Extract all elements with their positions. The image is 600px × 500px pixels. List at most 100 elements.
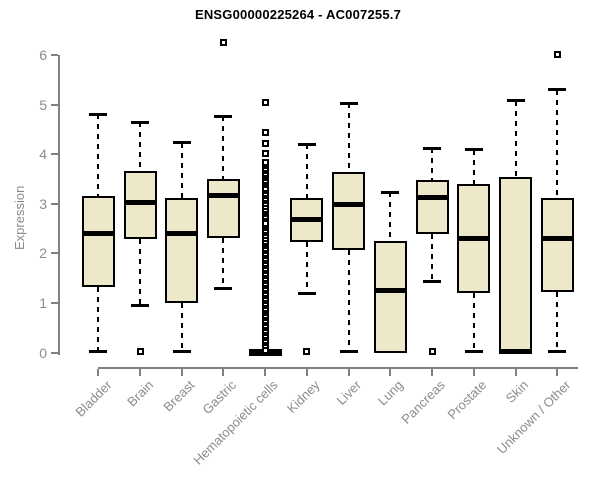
liver-upper-whisker-cap [339,101,358,105]
gastric-box [206,179,240,239]
bladder-upper-whisker-cap [89,112,108,116]
x-tick-label-unknown-other: Unknown / Other [493,377,574,457]
gastric-lower-whisker [222,238,225,289]
liver-median-line [332,202,366,208]
pancreas-median-line [415,194,449,200]
chart-title: ENSG00000225264 - AC007255.7 [194,7,402,22]
skin-box [499,177,532,353]
hematopoietic-cells-outlier-marker [261,139,269,147]
prostate-upper-whisker [472,149,475,184]
lung-upper-whisker [389,192,392,242]
pancreas-box [415,180,449,235]
y-tick-label: 2 [39,245,47,262]
y-axis-line [58,54,60,355]
y-tick-label: 3 [39,195,47,212]
kidney-upper-whisker-cap [297,142,316,146]
y-axis-tick [51,351,58,354]
skin-median-line [499,348,532,354]
breast-upper-whisker [180,142,183,199]
x-axis-line [98,367,578,369]
y-tick-label: 6 [39,46,47,63]
y-axis-tick [51,103,58,106]
brain-median-line [123,200,157,206]
gastric-outlier-marker [219,39,227,47]
x-tick-label-breast: Breast [160,377,198,415]
hematopoietic-cells-outlier-marker [261,128,269,136]
skin-upper-whisker-cap [506,99,525,103]
pancreas-upper-whisker-cap [423,146,442,150]
hematopoietic-cells-outlier-marker [261,150,269,158]
x-axis-tick [389,369,392,376]
x-axis-tick [139,369,142,376]
pancreas-lower-whisker [431,234,434,282]
liver-box [332,171,366,251]
x-axis-tick [222,369,225,376]
y-axis-tick [51,252,58,255]
x-axis-tick [264,369,267,376]
breast-lower-whisker [180,302,183,352]
hematopoietic-cells-outlier-marker [261,99,269,107]
kidney-outlier-marker [303,348,311,356]
x-axis-tick [556,369,559,376]
kidney-lower-whisker-cap [297,291,316,295]
pancreas-outlier-marker [428,348,436,356]
x-tick-label-liver: Liver [333,377,365,408]
y-axis-tick [51,53,58,56]
y-axis-tick [51,202,58,205]
lung-box [373,241,407,353]
unknown-other-upper-whisker [556,89,559,198]
x-tick-label-brain: Brain [123,377,156,410]
breast-box [165,198,199,303]
liver-lower-whisker [347,250,350,352]
x-tick-label-bladder: Bladder [71,377,115,420]
brain-lower-whisker-cap [131,304,150,308]
bladder-median-line [81,230,115,236]
y-tick-label: 4 [39,146,47,163]
x-tick-label-hematopoietic-cells: Hematopoietic cells [190,377,282,468]
kidney-lower-whisker [305,242,308,294]
x-axis-tick [514,369,517,376]
y-tick-label: 0 [39,344,47,361]
kidney-median-line [290,216,324,222]
prostate-lower-whisker [472,293,475,352]
x-tick-label-lung: Lung [375,377,407,409]
unknown-other-median-line [540,235,574,241]
y-axis-tick [51,153,58,156]
y-tick-label: 1 [39,295,47,312]
x-tick-label-prostate: Prostate [444,377,490,423]
unknown-other-lower-whisker-cap [548,350,567,354]
x-axis-tick [347,369,350,376]
x-tick-label-pancreas: Pancreas [398,377,448,427]
x-axis-tick [180,369,183,376]
y-axis-tick [51,302,58,305]
x-axis-tick [472,369,475,376]
hematopoietic-cells-outlier-marker [261,219,269,227]
x-tick-label-gastric: Gastric [199,377,240,418]
bladder-lower-whisker [97,286,100,352]
unknown-other-outlier-marker [553,51,561,59]
gastric-lower-whisker-cap [214,286,233,290]
brain-outlier-marker [136,348,144,356]
x-axis-tick [97,369,100,376]
gastric-upper-whisker-cap [214,114,233,118]
skin-upper-whisker [514,100,517,178]
prostate-median-line [457,235,491,241]
x-tick-label-kidney: Kidney [284,377,323,417]
y-axis-label: Expression [12,185,27,250]
unknown-other-upper-whisker-cap [548,88,567,92]
pancreas-upper-whisker [431,148,434,180]
lung-upper-whisker-cap [381,190,400,194]
bladder-upper-whisker [97,114,100,197]
breast-median-line [165,230,199,236]
brain-upper-whisker [139,122,142,172]
liver-upper-whisker [347,103,350,172]
brain-upper-whisker-cap [131,120,150,124]
gastric-upper-whisker [222,116,225,180]
hematopoietic-cells-outlier-marker [261,346,269,354]
brain-lower-whisker [139,239,142,306]
prostate-upper-whisker-cap [464,148,483,152]
prostate-lower-whisker-cap [464,350,483,354]
kidney-upper-whisker [305,144,308,198]
lung-median-line [373,287,407,293]
